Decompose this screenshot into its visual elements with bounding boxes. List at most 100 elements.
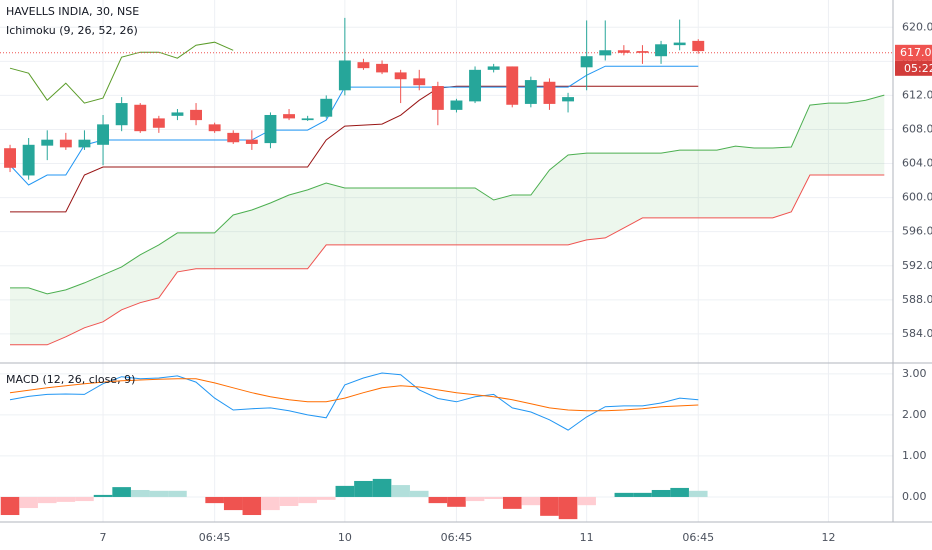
- candle-body: [599, 50, 612, 56]
- x-tick-label: 06:45: [441, 531, 473, 544]
- candle-body: [376, 63, 389, 73]
- candle-body: [450, 100, 463, 110]
- candle-body: [320, 98, 333, 117]
- histogram-bar: [0, 496, 20, 516]
- candle-body: [636, 51, 649, 53]
- histogram-bar: [558, 496, 578, 520]
- y-tick-label: 588.00: [902, 293, 932, 306]
- histogram-bar: [261, 496, 280, 511]
- histogram-bar: [484, 496, 503, 500]
- histogram-bar: [354, 480, 373, 497]
- histogram-bar: [205, 496, 224, 504]
- senkou-a-line: [10, 94, 885, 295]
- histogram-bar: [614, 492, 634, 497]
- candle-body: [431, 86, 444, 110]
- histogram-bar: [428, 496, 448, 504]
- candle-body: [301, 118, 314, 121]
- countdown-badge: [895, 60, 932, 76]
- countdown-label: 05:22: [904, 62, 932, 75]
- kumo-cloud: [10, 95, 885, 345]
- histogram-bar: [298, 496, 317, 504]
- histogram-bar: [502, 496, 522, 509]
- histogram-bar: [670, 487, 689, 497]
- y-tick-label: 604.00: [902, 157, 932, 170]
- candle-body: [208, 124, 221, 132]
- signal-line: [9, 378, 699, 412]
- candle-body: [506, 66, 519, 105]
- histogram-bar: [465, 496, 485, 502]
- histogram-bar: [651, 489, 671, 497]
- histogram-bar: [56, 496, 76, 502]
- y-tick-label: 600.00: [902, 191, 932, 204]
- histogram-bar: [688, 490, 708, 497]
- macd-title: MACD (12, 26, close, 9): [6, 373, 135, 386]
- histogram-bar: [37, 496, 57, 504]
- candle-body: [543, 81, 556, 104]
- y-tick-label: 584.00: [902, 327, 932, 340]
- chikou-line: [9, 41, 234, 104]
- x-tick-label: 11: [580, 531, 594, 544]
- histogram-bar: [316, 496, 336, 500]
- histogram-bar: [112, 487, 131, 497]
- x-tick-label: 10: [338, 531, 352, 544]
- histogram-bar: [409, 490, 429, 497]
- candle-body: [171, 112, 184, 116]
- kijun-line: [10, 85, 699, 213]
- histogram-bar: [540, 496, 559, 516]
- y-tick-label: 596.00: [902, 225, 932, 238]
- candle-body: [152, 118, 165, 128]
- histogram-bar: [130, 489, 150, 497]
- y-tick-label: 620.00: [902, 20, 932, 33]
- tenkan-line: [9, 65, 699, 186]
- candle-body: [245, 139, 258, 144]
- senkou-b-line: [10, 174, 885, 346]
- candle-body: [115, 103, 128, 126]
- y-tick-label: 3.00: [902, 367, 927, 380]
- histogram-bar: [577, 496, 596, 506]
- candle-body: [59, 139, 72, 148]
- histogram-bar: [372, 478, 392, 497]
- x-tick-label: 12: [821, 531, 835, 544]
- last-price-badge: [895, 44, 932, 61]
- macd-line: [9, 372, 699, 431]
- candle-body: [134, 104, 147, 132]
- candle-body: [394, 72, 407, 80]
- last-price-label: 617.00: [900, 46, 932, 59]
- histogram-bar: [521, 496, 541, 506]
- histogram-bar: [279, 496, 299, 506]
- histogram-bar: [447, 496, 466, 507]
- candle-body: [264, 114, 277, 144]
- candle-body: [655, 44, 668, 57]
- candle-body: [97, 124, 109, 145]
- y-tick-label: 612.00: [902, 88, 932, 101]
- histogram-bar: [168, 490, 187, 497]
- candle-body: [22, 144, 35, 176]
- data-layer: [0, 17, 893, 520]
- indicator-title: Ichimoku (9, 26, 52, 26): [6, 24, 138, 37]
- candle-body: [78, 139, 91, 148]
- y-tick-label: 608.00: [902, 122, 932, 135]
- grid-layer: [0, 0, 893, 522]
- histogram-bar: [391, 485, 410, 497]
- candle-body: [469, 69, 482, 102]
- candle-body: [357, 62, 370, 69]
- y-tick-label: 2.00: [902, 408, 927, 421]
- histogram-bar: [633, 492, 652, 497]
- candle-body: [4, 148, 16, 168]
- candle-body: [562, 97, 575, 102]
- candle-body: [617, 50, 630, 53]
- candle-body: [190, 109, 202, 121]
- x-tick-label: 7: [100, 531, 107, 544]
- histogram-bar: [93, 494, 113, 497]
- y-tick-label: 0.00: [902, 490, 927, 503]
- candle-body: [487, 66, 500, 70]
- histogram-bar: [335, 485, 355, 497]
- histogram-bar: [75, 496, 94, 502]
- y-tick-label: 592.00: [902, 259, 932, 272]
- candle-body: [673, 42, 686, 46]
- candle-body: [413, 78, 426, 86]
- symbol-title: HAVELLS INDIA, 30, NSE: [6, 5, 139, 18]
- y-tick-label: 1.00: [902, 449, 927, 462]
- candle-body: [580, 56, 593, 68]
